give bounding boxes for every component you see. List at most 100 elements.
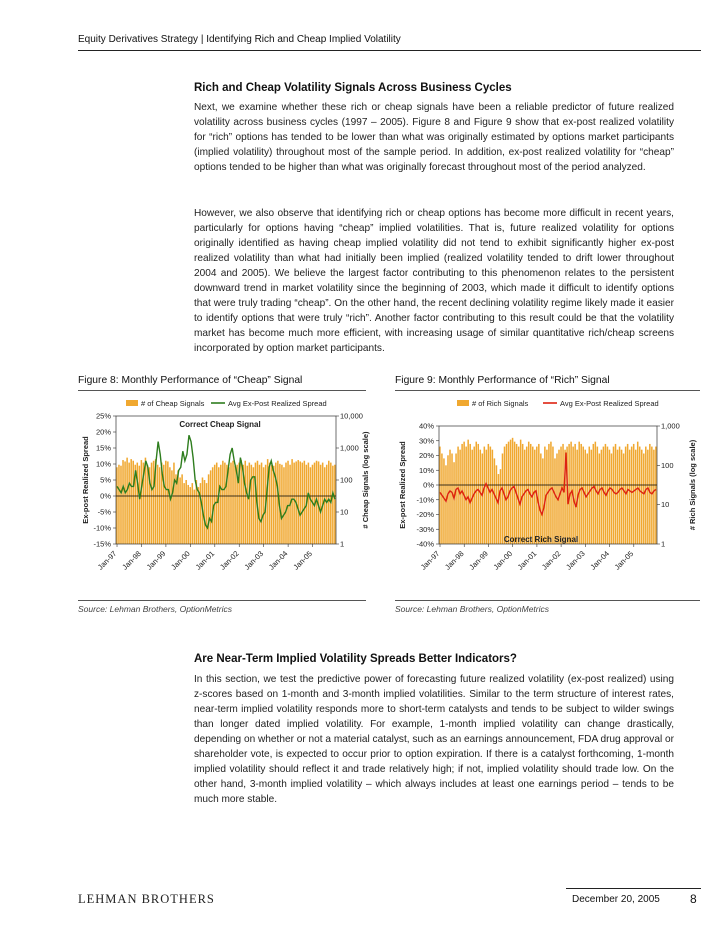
left-axis-tick-label: -10% bbox=[416, 495, 434, 504]
signal-count-bar bbox=[588, 446, 591, 544]
signal-count-bar bbox=[218, 467, 220, 544]
signal-count-bar bbox=[254, 462, 257, 544]
signal-count-bar bbox=[275, 462, 277, 544]
signal-count-bar bbox=[653, 449, 655, 544]
signal-count-bar bbox=[517, 446, 520, 544]
signal-count-bar bbox=[193, 489, 196, 544]
signal-count-bar bbox=[158, 467, 161, 544]
signal-count-bar bbox=[207, 474, 210, 544]
signal-count-bar bbox=[287, 460, 289, 544]
signal-count-bar bbox=[173, 462, 175, 544]
x-axis-tick-label: Jan-98 bbox=[443, 549, 466, 572]
legend-bar-swatch bbox=[457, 400, 469, 406]
page-number: 8 bbox=[690, 892, 697, 906]
signal-count-bar bbox=[209, 470, 212, 544]
left-axis-tick-label: 5% bbox=[100, 476, 111, 485]
signal-count-bar bbox=[246, 465, 249, 544]
signal-count-bar bbox=[632, 443, 635, 544]
figure-9-title: Figure 9: Monthly Performance of “Rich” … bbox=[395, 375, 610, 386]
signal-count-bar bbox=[451, 453, 453, 544]
x-axis-tick-label: Jan-05 bbox=[613, 549, 636, 572]
signal-count-bar bbox=[594, 441, 597, 544]
signal-count-bar bbox=[457, 446, 459, 544]
signal-count-bar bbox=[138, 465, 141, 544]
signal-count-bar bbox=[527, 441, 530, 544]
x-axis-tick-label: Jan-04 bbox=[267, 549, 290, 572]
signal-count-bar bbox=[319, 464, 322, 544]
figure-8-svg: 25% 20% 15% 10% 5% 0% -5% -10% -15% 10,000 1,000 10… bbox=[81, 399, 370, 572]
signal-count-bar bbox=[238, 462, 240, 544]
signal-count-bar bbox=[519, 439, 522, 544]
signal-count-bar bbox=[630, 446, 633, 544]
signal-count-bar bbox=[602, 446, 605, 544]
paragraph-1: Next, we examine whether these rich or c… bbox=[194, 102, 674, 173]
signal-count-bar bbox=[641, 449, 643, 544]
signal-count-bar bbox=[550, 441, 552, 544]
signal-count-bar bbox=[156, 464, 159, 544]
signal-count-bar bbox=[489, 446, 492, 544]
signal-count-bar bbox=[248, 462, 251, 544]
signal-count-bar bbox=[626, 443, 629, 544]
signal-count-bar bbox=[461, 443, 463, 544]
signal-count-bar bbox=[240, 460, 242, 544]
left-axis-tick-label: 20% bbox=[96, 428, 111, 437]
signal-count-bar bbox=[477, 443, 480, 544]
signal-count-bar bbox=[281, 464, 283, 544]
signal-count-bar bbox=[299, 461, 302, 544]
x-axis-tick-label: Jan-01 bbox=[516, 549, 539, 572]
signal-count-bar bbox=[467, 439, 469, 544]
signal-count-bar bbox=[540, 453, 542, 544]
signal-count-bar bbox=[505, 443, 508, 544]
signal-count-bar bbox=[475, 441, 477, 544]
signal-count-bar bbox=[499, 469, 502, 544]
signal-count-bar bbox=[116, 467, 118, 544]
paragraph-2: However, we also observe that identifyin… bbox=[194, 208, 674, 354]
signal-count-bar bbox=[167, 461, 169, 544]
x-axis-tick-label: Jan-02 bbox=[540, 549, 563, 572]
signal-count-bar bbox=[260, 462, 263, 544]
signal-count-bar bbox=[183, 483, 185, 544]
section-heading-business-cycles: Rich and Cheap Volatility Signals Across… bbox=[194, 82, 512, 94]
legend-bar-label: # of Rich Signals bbox=[472, 399, 529, 408]
signal-count-bar bbox=[301, 462, 304, 544]
header-divider bbox=[78, 50, 701, 51]
footer-divider bbox=[566, 888, 701, 889]
signal-count-bar bbox=[323, 467, 326, 544]
x-axis-tick-label: Jan-97 bbox=[419, 549, 442, 572]
signal-count-bar bbox=[441, 453, 443, 544]
signal-count-bar bbox=[485, 449, 488, 544]
signal-count-bar bbox=[544, 446, 546, 544]
signal-count-bar bbox=[328, 460, 330, 544]
right-axis-tick-label: 100 bbox=[340, 476, 353, 485]
signal-count-bar bbox=[332, 465, 334, 544]
signal-count-bar bbox=[234, 465, 236, 544]
signal-count-bar bbox=[118, 464, 120, 544]
chart-annotation: Correct Rich Signal bbox=[504, 535, 578, 544]
signal-count-bar bbox=[608, 449, 611, 544]
signal-count-bar bbox=[534, 449, 536, 544]
signal-count-bar bbox=[262, 467, 265, 544]
signal-count-bar bbox=[560, 446, 562, 544]
signal-count-bar bbox=[634, 449, 637, 544]
left-axis-title: Ex-post Realized Spread bbox=[398, 441, 407, 529]
left-axis-tick-label: 40% bbox=[419, 422, 434, 431]
signal-count-bar bbox=[509, 439, 512, 544]
lehman-brothers-logo: LEHMAN BROTHERS bbox=[78, 892, 215, 906]
signal-count-bar bbox=[479, 449, 482, 544]
figure-8-chart: 25% 20% 15% 10% 5% 0% -5% -10% -15% 10,000 1,000 10… bbox=[78, 396, 370, 596]
signal-count-bar bbox=[222, 460, 224, 544]
signal-count-bar bbox=[224, 462, 226, 544]
signal-count-bar bbox=[628, 449, 631, 544]
signal-count-bar bbox=[616, 449, 619, 544]
legend-line-label: Avg Ex-Post Realized Spread bbox=[560, 399, 659, 408]
signal-count-bar bbox=[455, 453, 457, 544]
right-axis-tick-label: 1 bbox=[340, 540, 344, 549]
signal-count-bar bbox=[624, 446, 627, 544]
signal-count-bar bbox=[283, 467, 285, 544]
signal-count-bar bbox=[487, 443, 490, 544]
left-axis-title: Ex-post Realized Spread bbox=[81, 436, 90, 524]
signal-count-bar bbox=[142, 462, 145, 544]
signal-count-bar bbox=[523, 449, 526, 544]
section-heading-near-term: Are Near-Term Implied Volatility Spreads… bbox=[194, 653, 517, 665]
right-axis-title: # Rich Signals (log scale) bbox=[688, 439, 697, 530]
